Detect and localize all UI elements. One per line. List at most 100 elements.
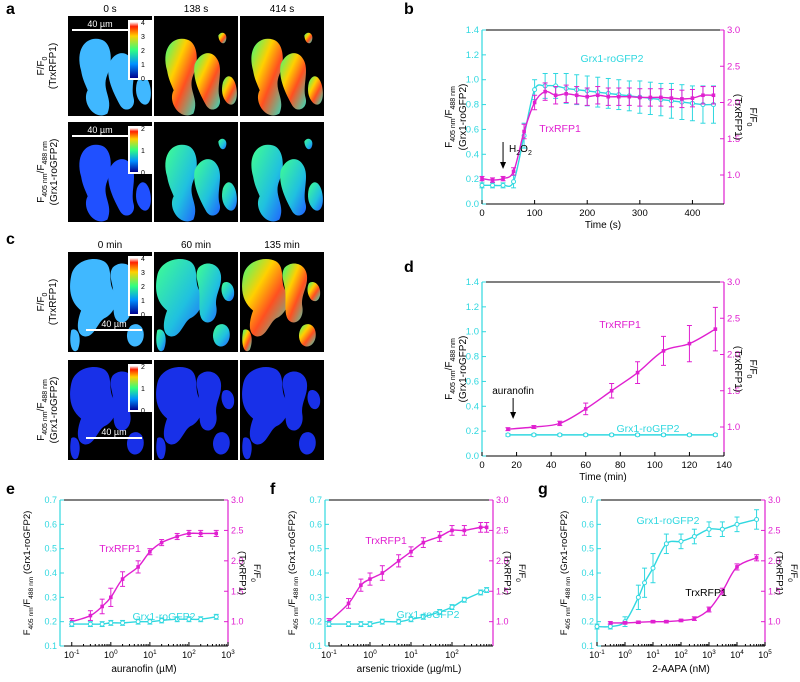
x-tick-label: 100 — [527, 208, 543, 219]
colorbar-top-tick: 4 — [141, 20, 145, 27]
cell-shape — [70, 259, 117, 337]
panel-letter-e: e — [6, 481, 15, 498]
cell-shape — [251, 38, 283, 116]
data-point — [409, 549, 413, 554]
data-point — [691, 534, 697, 539]
time-label: 60 min — [181, 240, 211, 251]
y-tick-label-left: 0.2 — [581, 617, 594, 627]
row-label-trxrfp1: F/F0(TrxRFP1) — [36, 279, 59, 325]
scale-bar-label: 40 µm — [87, 125, 112, 135]
x-axis-label: Time (s) — [585, 220, 621, 231]
data-point — [346, 621, 352, 627]
data-point — [159, 617, 165, 623]
data-point — [531, 432, 537, 438]
data-point — [187, 531, 191, 536]
data-point — [108, 620, 114, 626]
data-point — [608, 621, 613, 625]
data-point — [680, 97, 684, 101]
y-tick-label-left: 1.0 — [466, 327, 479, 338]
colorbar-top-tick: 0 — [141, 76, 145, 83]
cell-shape — [282, 371, 308, 431]
cell-shape — [194, 159, 221, 216]
data-point — [713, 327, 718, 331]
cell-shape — [156, 437, 166, 460]
data-point — [437, 609, 443, 615]
colorbar-top-tick: 2 — [141, 48, 145, 55]
data-point — [326, 621, 332, 627]
cell-shape — [242, 437, 252, 460]
y-tick-label-left: 0.6 — [581, 519, 594, 529]
data-point — [583, 407, 588, 411]
x-axis-label: 2-AAPA (nM) — [652, 664, 710, 675]
data-point — [669, 96, 674, 100]
series-label-Grx1-roGFP2: Grx1-roGFP2 — [580, 53, 643, 65]
y-tick-label-left: 0.2 — [309, 617, 322, 627]
data-point — [478, 525, 483, 530]
data-point — [99, 621, 105, 627]
panel-letter-g: g — [538, 481, 548, 498]
cell-shape — [222, 182, 237, 211]
series-label-Grx1-roGFP2: Grx1-roGFP2 — [636, 515, 699, 527]
cell-shape — [194, 53, 221, 110]
data-point — [380, 571, 385, 575]
y-tick-label-right: 3.0 — [768, 495, 781, 505]
row-label-grx1-rogfp2: F405 nm/F488 nm(Grx1-roGFP2) — [36, 377, 60, 444]
colorbar-bottom-tick: 0 — [141, 408, 145, 415]
cell-shape — [304, 32, 313, 44]
data-point — [501, 176, 505, 181]
time-label: 138 s — [184, 4, 208, 15]
series-line-TrxRFP1 — [71, 532, 217, 623]
colorbar-top — [130, 22, 138, 78]
x-axis-label: Time (min) — [579, 472, 626, 483]
data-point — [420, 614, 426, 620]
y-tick-label-left: 0.8 — [466, 100, 479, 111]
y-tick-label-right: 1.0 — [727, 170, 740, 181]
data-point — [635, 432, 641, 438]
cell-shape — [70, 329, 80, 352]
data-point — [663, 541, 669, 547]
y-tick-label-right: 3.0 — [231, 495, 244, 505]
series-label-TrxRFP1: TrxRFP1 — [539, 123, 581, 135]
y-tick-label-right: 2.5 — [727, 61, 740, 72]
cell-shape — [298, 432, 316, 455]
y-axis-label-left: F405 nm/F488 nm(Grx1-roGFP2) — [444, 84, 469, 151]
data-point — [359, 583, 363, 587]
annotation-h2o2: H2O2 — [509, 144, 532, 157]
data-point — [88, 613, 93, 618]
data-point — [480, 176, 484, 181]
y-axis-label-right: F/F0(TrxRFP1) — [732, 94, 758, 140]
data-point — [616, 94, 621, 99]
data-point — [642, 580, 648, 586]
y-tick-label-left: 1.0 — [466, 75, 479, 86]
x-tick-label: 200 — [579, 208, 595, 219]
y-tick-label-left: 1.2 — [466, 50, 479, 61]
y-tick-label-right: 1.0 — [496, 617, 509, 627]
data-point — [379, 619, 385, 625]
data-point — [175, 534, 179, 539]
colorbar-top-tick: 3 — [141, 34, 145, 41]
cell-shape — [308, 76, 323, 105]
cell-shape — [136, 76, 151, 105]
y-tick-label-right: 2.0 — [727, 350, 740, 361]
cell-shape — [280, 53, 307, 110]
cell-shape — [242, 259, 289, 337]
y-tick-label-left: 0.7 — [44, 495, 57, 505]
cell-shape — [282, 263, 308, 323]
y-tick-label-right: 1.5 — [727, 386, 740, 397]
x-tick-label: 400 — [685, 208, 701, 219]
y-tick-label-left: 0.4 — [466, 401, 479, 412]
data-point — [358, 621, 364, 627]
x-tick-label: 10-1 — [589, 649, 605, 660]
data-point — [186, 616, 192, 622]
x-tick-label: 102 — [674, 649, 688, 660]
y-tick-label-right: 1.0 — [768, 617, 781, 627]
y-tick-label-left: 0.2 — [466, 426, 479, 437]
data-point — [735, 565, 739, 569]
x-tick-label: 100 — [647, 460, 663, 471]
x-tick-label: 101 — [404, 649, 418, 660]
data-point — [679, 618, 683, 623]
x-tick-label: 20 — [511, 460, 522, 471]
data-point — [692, 616, 697, 621]
x-axis-label: auranofin (µM) — [111, 664, 176, 675]
